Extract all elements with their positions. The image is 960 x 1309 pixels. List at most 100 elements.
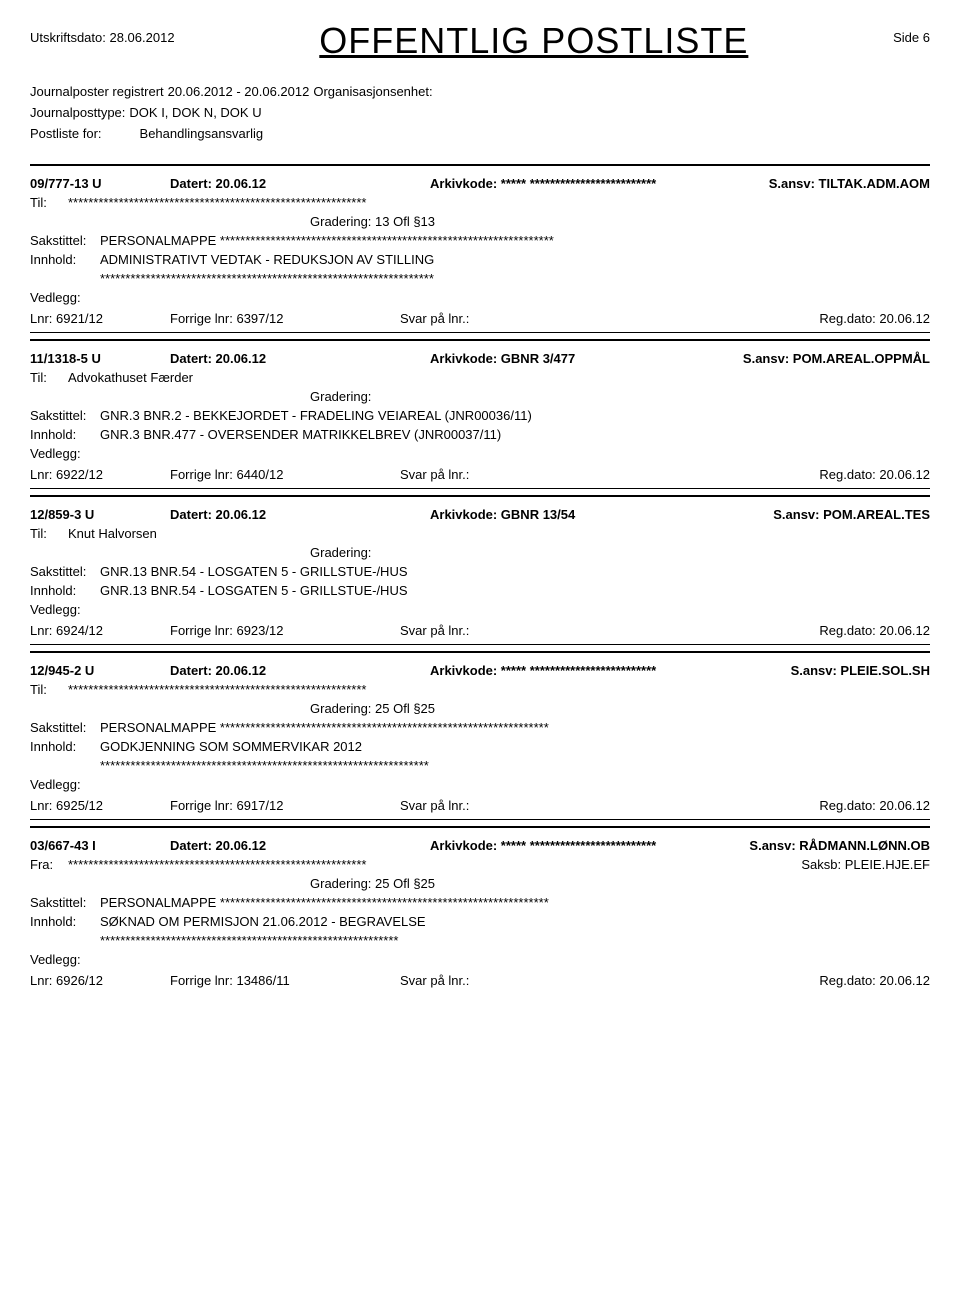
entry-footer-line: Lnr: 6921/12Forrige lnr: 6397/12Svar på … [30,311,930,333]
journal-entry: 11/1318-5 UDatert: 20.06.12Arkivkode: GB… [30,339,930,495]
meta-postliste: Postliste for: Behandlingsansvarlig [30,124,930,145]
sakstittel-label: Sakstittel: [30,895,100,910]
party-label: Til: [30,195,68,210]
journal-entry: 12/859-3 UDatert: 20.06.12Arkivkode: GBN… [30,495,930,651]
innhold-line: Innhold:GNR.13 BNR.54 - LOSGATEN 5 - GRI… [30,583,930,598]
sakstittel-value: GNR.3 BNR.2 - BEKKEJORDET - FRADELING VE… [100,408,930,423]
party-value: ****************************************… [68,857,801,872]
lnr: Lnr: 6924/12 [30,623,170,638]
saksb: Saksb: PLEIE.HJE.EF [801,857,930,872]
lnr: Lnr: 6921/12 [30,311,170,326]
datert: Datert: 20.06.12 [170,663,430,678]
innhold-line: Innhold:SØKNAD OM PERMISJON 21.06.2012 -… [30,914,930,929]
meta-registered-range: 20.06.2012 - 20.06.2012 [168,82,310,103]
case-id: 12/859-3 U [30,507,170,522]
meta-posttype-label: Journalposttype: [30,103,125,124]
party-value: ****************************************… [68,195,930,210]
entries-list: 09/777-13 UDatert: 20.06.12Arkivkode: **… [30,164,930,1000]
entry-party-line: Til:************************************… [30,195,930,210]
gradering: Gradering: 25 Ofl §25 [310,701,930,716]
entry-footer-line: Lnr: 6924/12Forrige lnr: 6923/12Svar på … [30,623,930,645]
datert: Datert: 20.06.12 [170,838,430,853]
party-label: Fra: [30,857,68,872]
reg-dato: Reg.dato: 20.06.12 [819,467,930,482]
arkivkode: Arkivkode: GBNR 3/477 [430,351,743,366]
datert: Datert: 20.06.12 [170,176,430,191]
sakstittel-value: GNR.13 BNR.54 - LOSGATEN 5 - GRILLSTUE-/… [100,564,930,579]
print-date-value: 28.06.2012 [109,30,174,45]
journal-entry: 03/667-43 IDatert: 20.06.12Arkivkode: **… [30,826,930,1000]
innhold-label: Innhold: [30,914,100,929]
lnr: Lnr: 6922/12 [30,467,170,482]
header-row: Utskriftsdato: 28.06.2012 OFFENTLIG POST… [30,20,930,62]
entry-footer-line: Lnr: 6925/12Forrige lnr: 6917/12Svar på … [30,798,930,820]
vedlegg-label: Vedlegg: [30,290,930,305]
arkivkode: Arkivkode: ***** ***********************… [430,663,791,678]
innhold-label: Innhold: [30,427,100,442]
sansv: S.ansv: RÅDMANN.LØNN.OB [749,838,930,853]
sakstittel-label: Sakstittel: [30,408,100,423]
entry-header-line: 09/777-13 UDatert: 20.06.12Arkivkode: **… [30,176,930,191]
entry-party-line: Til:************************************… [30,682,930,697]
innhold-value: ADMINISTRATIVT VEDTAK - REDUKSJON AV STI… [100,252,930,267]
reg-dato: Reg.dato: 20.06.12 [819,623,930,638]
sakstittel-label: Sakstittel: [30,564,100,579]
forrige-lnr: Forrige lnr: 6440/12 [170,467,400,482]
vedlegg-label: Vedlegg: [30,602,930,617]
sakstittel-label: Sakstittel: [30,233,100,248]
print-date: Utskriftsdato: 28.06.2012 [30,20,175,45]
innhold-line: Innhold:GODKJENNING SOM SOMMERVIKAR 2012 [30,739,930,754]
innhold-value: GODKJENNING SOM SOMMERVIKAR 2012 [100,739,930,754]
sakstittel-value: PERSONALMAPPE **************************… [100,895,930,910]
entry-header-line: 12/859-3 UDatert: 20.06.12Arkivkode: GBN… [30,507,930,522]
forrige-lnr: Forrige lnr: 6917/12 [170,798,400,813]
svar-lnr: Svar på lnr.: [400,467,819,482]
sakstittel-line: Sakstittel:GNR.13 BNR.54 - LOSGATEN 5 - … [30,564,930,579]
page-title: OFFENTLIG POSTLISTE [319,20,748,62]
forrige-lnr: Forrige lnr: 6397/12 [170,311,400,326]
entry-party-line: Til:Advokathuset Færder [30,370,930,385]
entry-footer-line: Lnr: 6922/12Forrige lnr: 6440/12Svar på … [30,467,930,489]
sakstittel-value: PERSONALMAPPE **************************… [100,720,930,735]
meta-block: Journalposter registrert 20.06.2012 - 20… [30,82,930,144]
entry-party-line: Til:Knut Halvorsen [30,526,930,541]
meta-posttype: Journalposttype: DOK I, DOK N, DOK U [30,103,930,124]
gradering: Gradering: [310,545,930,560]
print-date-label: Utskriftsdato: [30,30,106,45]
innhold-value: GNR.13 BNR.54 - LOSGATEN 5 - GRILLSTUE-/… [100,583,930,598]
gradering: Gradering: 25 Ofl §25 [310,876,930,891]
entry-header-line: 12/945-2 UDatert: 20.06.12Arkivkode: ***… [30,663,930,678]
sansv: S.ansv: TILTAK.ADM.AOM [769,176,930,191]
sansv: S.ansv: POM.AREAL.TES [773,507,930,522]
sakstittel-line: Sakstittel:PERSONALMAPPE ***************… [30,895,930,910]
innhold-line: Innhold:ADMINISTRATIVT VEDTAK - REDUKSJO… [30,252,930,267]
case-id: 09/777-13 U [30,176,170,191]
forrige-lnr: Forrige lnr: 6923/12 [170,623,400,638]
vedlegg-label: Vedlegg: [30,777,930,792]
reg-dato: Reg.dato: 20.06.12 [819,798,930,813]
meta-org-unit-label: Organisasjonsenhet: [313,82,432,103]
innhold-value: SØKNAD OM PERMISJON 21.06.2012 - BEGRAVE… [100,914,930,929]
svar-lnr: Svar på lnr.: [400,311,819,326]
entry-footer-line: Lnr: 6926/12Forrige lnr: 13486/11Svar på… [30,973,930,994]
party-label: Til: [30,682,68,697]
innhold-extra: ****************************************… [100,271,930,286]
forrige-lnr: Forrige lnr: 13486/11 [170,973,400,988]
innhold-extra: ****************************************… [100,933,930,948]
arkivkode: Arkivkode: ***** ***********************… [430,838,749,853]
reg-dato: Reg.dato: 20.06.12 [819,311,930,326]
meta-posttype-value: DOK I, DOK N, DOK U [129,103,261,124]
sakstittel-line: Sakstittel:GNR.3 BNR.2 - BEKKEJORDET - F… [30,408,930,423]
gradering: Gradering: [310,389,930,404]
page-number: Side 6 [893,20,930,45]
sakstittel-label: Sakstittel: [30,720,100,735]
lnr: Lnr: 6926/12 [30,973,170,988]
entry-header-line: 03/667-43 IDatert: 20.06.12Arkivkode: **… [30,838,930,853]
innhold-label: Innhold: [30,252,100,267]
innhold-line: Innhold:GNR.3 BNR.477 - OVERSENDER MATRI… [30,427,930,442]
meta-registered: Journalposter registrert 20.06.2012 - 20… [30,82,930,103]
datert: Datert: 20.06.12 [170,351,430,366]
meta-registered-label: Journalposter registrert [30,82,164,103]
vedlegg-label: Vedlegg: [30,446,930,461]
arkivkode: Arkivkode: GBNR 13/54 [430,507,773,522]
